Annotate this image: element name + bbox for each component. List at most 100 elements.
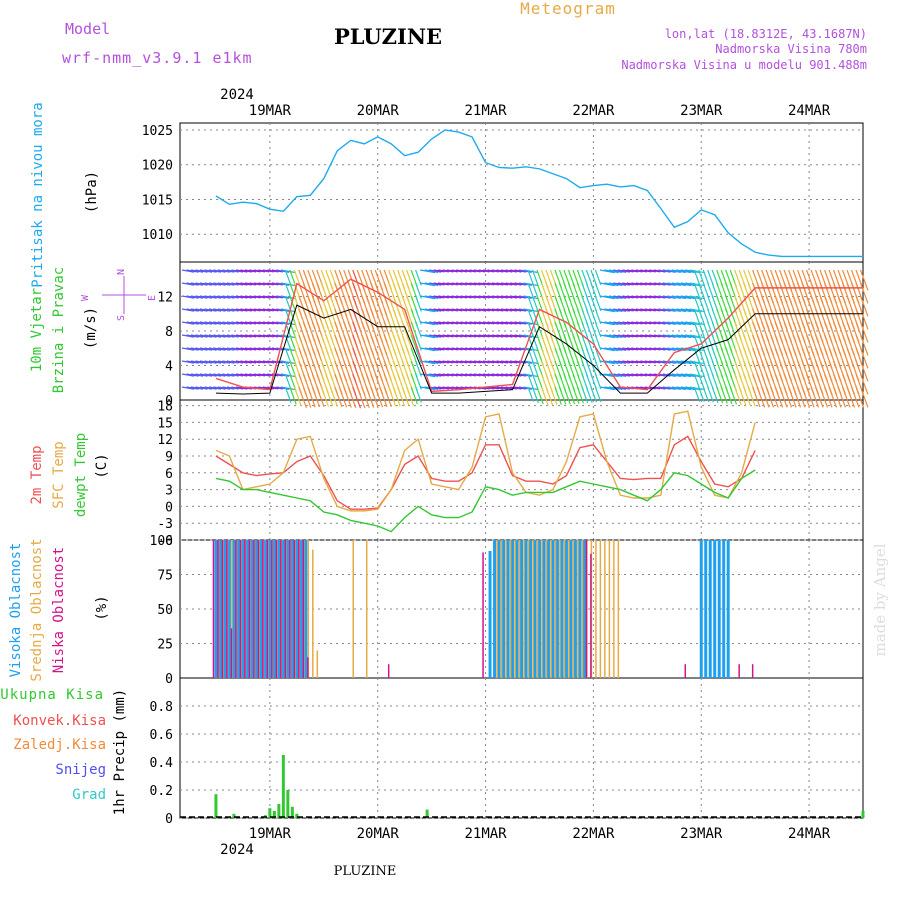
wind-arrow	[276, 347, 290, 351]
wind-arrow	[594, 295, 602, 312]
wind-arrow	[213, 360, 226, 364]
wind-arrow	[491, 269, 504, 273]
wind-arrow	[222, 334, 235, 338]
legend-convective-rain: Konvek.Kisa	[13, 713, 106, 729]
wind-arrow	[438, 269, 449, 273]
wind-arrow	[604, 282, 619, 287]
wind-arrow	[518, 386, 532, 390]
wind-arrow	[460, 347, 472, 351]
wind-arrow	[797, 386, 806, 408]
wind-arrow	[222, 321, 235, 325]
wind-arrow	[608, 347, 623, 351]
wind-arrow	[527, 308, 534, 324]
wind-arrow	[685, 282, 701, 287]
wind-arrow	[447, 321, 459, 325]
wind-arrow	[680, 269, 696, 274]
wind-arrow	[204, 321, 217, 325]
precip-bar	[286, 790, 290, 818]
wind-arrow	[680, 373, 696, 378]
wind-arrow	[572, 386, 580, 404]
wind-arrow	[685, 373, 701, 378]
wind-arrow	[208, 373, 222, 377]
legend-snow: Snijeg	[55, 762, 106, 778]
wind-arrow	[859, 360, 869, 382]
wind-arrow	[685, 360, 701, 365]
wind-arrow	[438, 334, 449, 338]
wind-arrow	[447, 373, 459, 377]
wind-arrow	[213, 373, 226, 377]
wind-arrow	[590, 386, 598, 403]
wind-arrow	[653, 295, 666, 299]
wind-arrow	[429, 347, 442, 351]
wind-arrow	[217, 360, 231, 364]
wind-arrow	[653, 282, 666, 286]
wind-arrow	[226, 295, 239, 299]
wind-arrow	[667, 386, 681, 390]
wind-arrow	[258, 334, 270, 338]
wind-arrow	[258, 386, 270, 390]
wind-arrow	[640, 269, 652, 273]
wind-arrow	[590, 308, 598, 325]
wind-arrow	[343, 386, 352, 408]
wind-arrow	[594, 269, 602, 286]
wind-arrow	[249, 360, 261, 364]
wind-arrow	[258, 360, 270, 364]
wind-arrow	[594, 360, 602, 377]
wind-arrow	[613, 347, 627, 351]
wind-arrow	[707, 282, 714, 299]
plot-content	[180, 129, 869, 818]
wind-arrow	[235, 308, 248, 312]
wind-arrow	[859, 282, 869, 304]
wind-arrow	[859, 308, 869, 330]
temperature-tick-label: 0	[165, 500, 173, 515]
wind-arrow	[235, 347, 248, 351]
top-day-label: 21MAR	[464, 103, 507, 119]
wind-arrow	[240, 321, 252, 325]
wind-arrow	[631, 295, 643, 299]
wind-arrow	[217, 308, 231, 312]
wind-arrow	[460, 334, 472, 338]
wind-arrow	[662, 269, 676, 273]
wind-arrow	[235, 334, 248, 338]
wind-tick-label: 4	[165, 360, 173, 375]
wind-arrow	[213, 269, 226, 273]
wind-arrow	[658, 269, 671, 273]
wind-arrow	[626, 334, 639, 338]
wind-arrow	[267, 282, 279, 286]
wind-arrow	[649, 295, 661, 299]
wind-arrow	[644, 360, 656, 364]
wind-arrow	[491, 386, 504, 390]
wind-arrow	[447, 308, 459, 312]
wind-arrow	[644, 269, 656, 273]
wind-arrow	[240, 295, 252, 299]
wind-arrow	[302, 386, 312, 408]
wind-arrow	[676, 321, 692, 326]
wind-arrow	[442, 347, 454, 351]
wind-arrow	[613, 282, 627, 286]
wind-arrow	[190, 308, 204, 312]
wind-arrow	[649, 308, 661, 312]
wind-arrow	[756, 386, 766, 408]
wind-arrow	[195, 308, 208, 312]
wind-arrow	[420, 373, 436, 378]
wind-arrow	[240, 373, 252, 377]
wind-arrow	[496, 386, 508, 390]
wind-arrow	[455, 373, 468, 377]
wind-arrow	[514, 334, 527, 338]
wind-arrow	[509, 360, 522, 364]
wind-arrow	[640, 347, 652, 351]
wind-arrow	[424, 269, 439, 273]
wind-arrow	[231, 386, 244, 390]
wind-arrow	[702, 386, 710, 403]
wind-line-0	[215, 278, 863, 393]
wind-arrow	[527, 269, 534, 285]
wind-arrow	[447, 386, 459, 390]
wind-arrow	[496, 321, 508, 325]
model-elevation-label: Nadmorska Visina u modelu 901.488m	[621, 58, 867, 72]
wind-arrow	[667, 347, 681, 351]
temperature-tick-label: 12	[157, 433, 173, 448]
wind-arrow	[181, 386, 195, 390]
wind-arrow	[451, 321, 463, 325]
wind-arrow	[658, 386, 671, 390]
